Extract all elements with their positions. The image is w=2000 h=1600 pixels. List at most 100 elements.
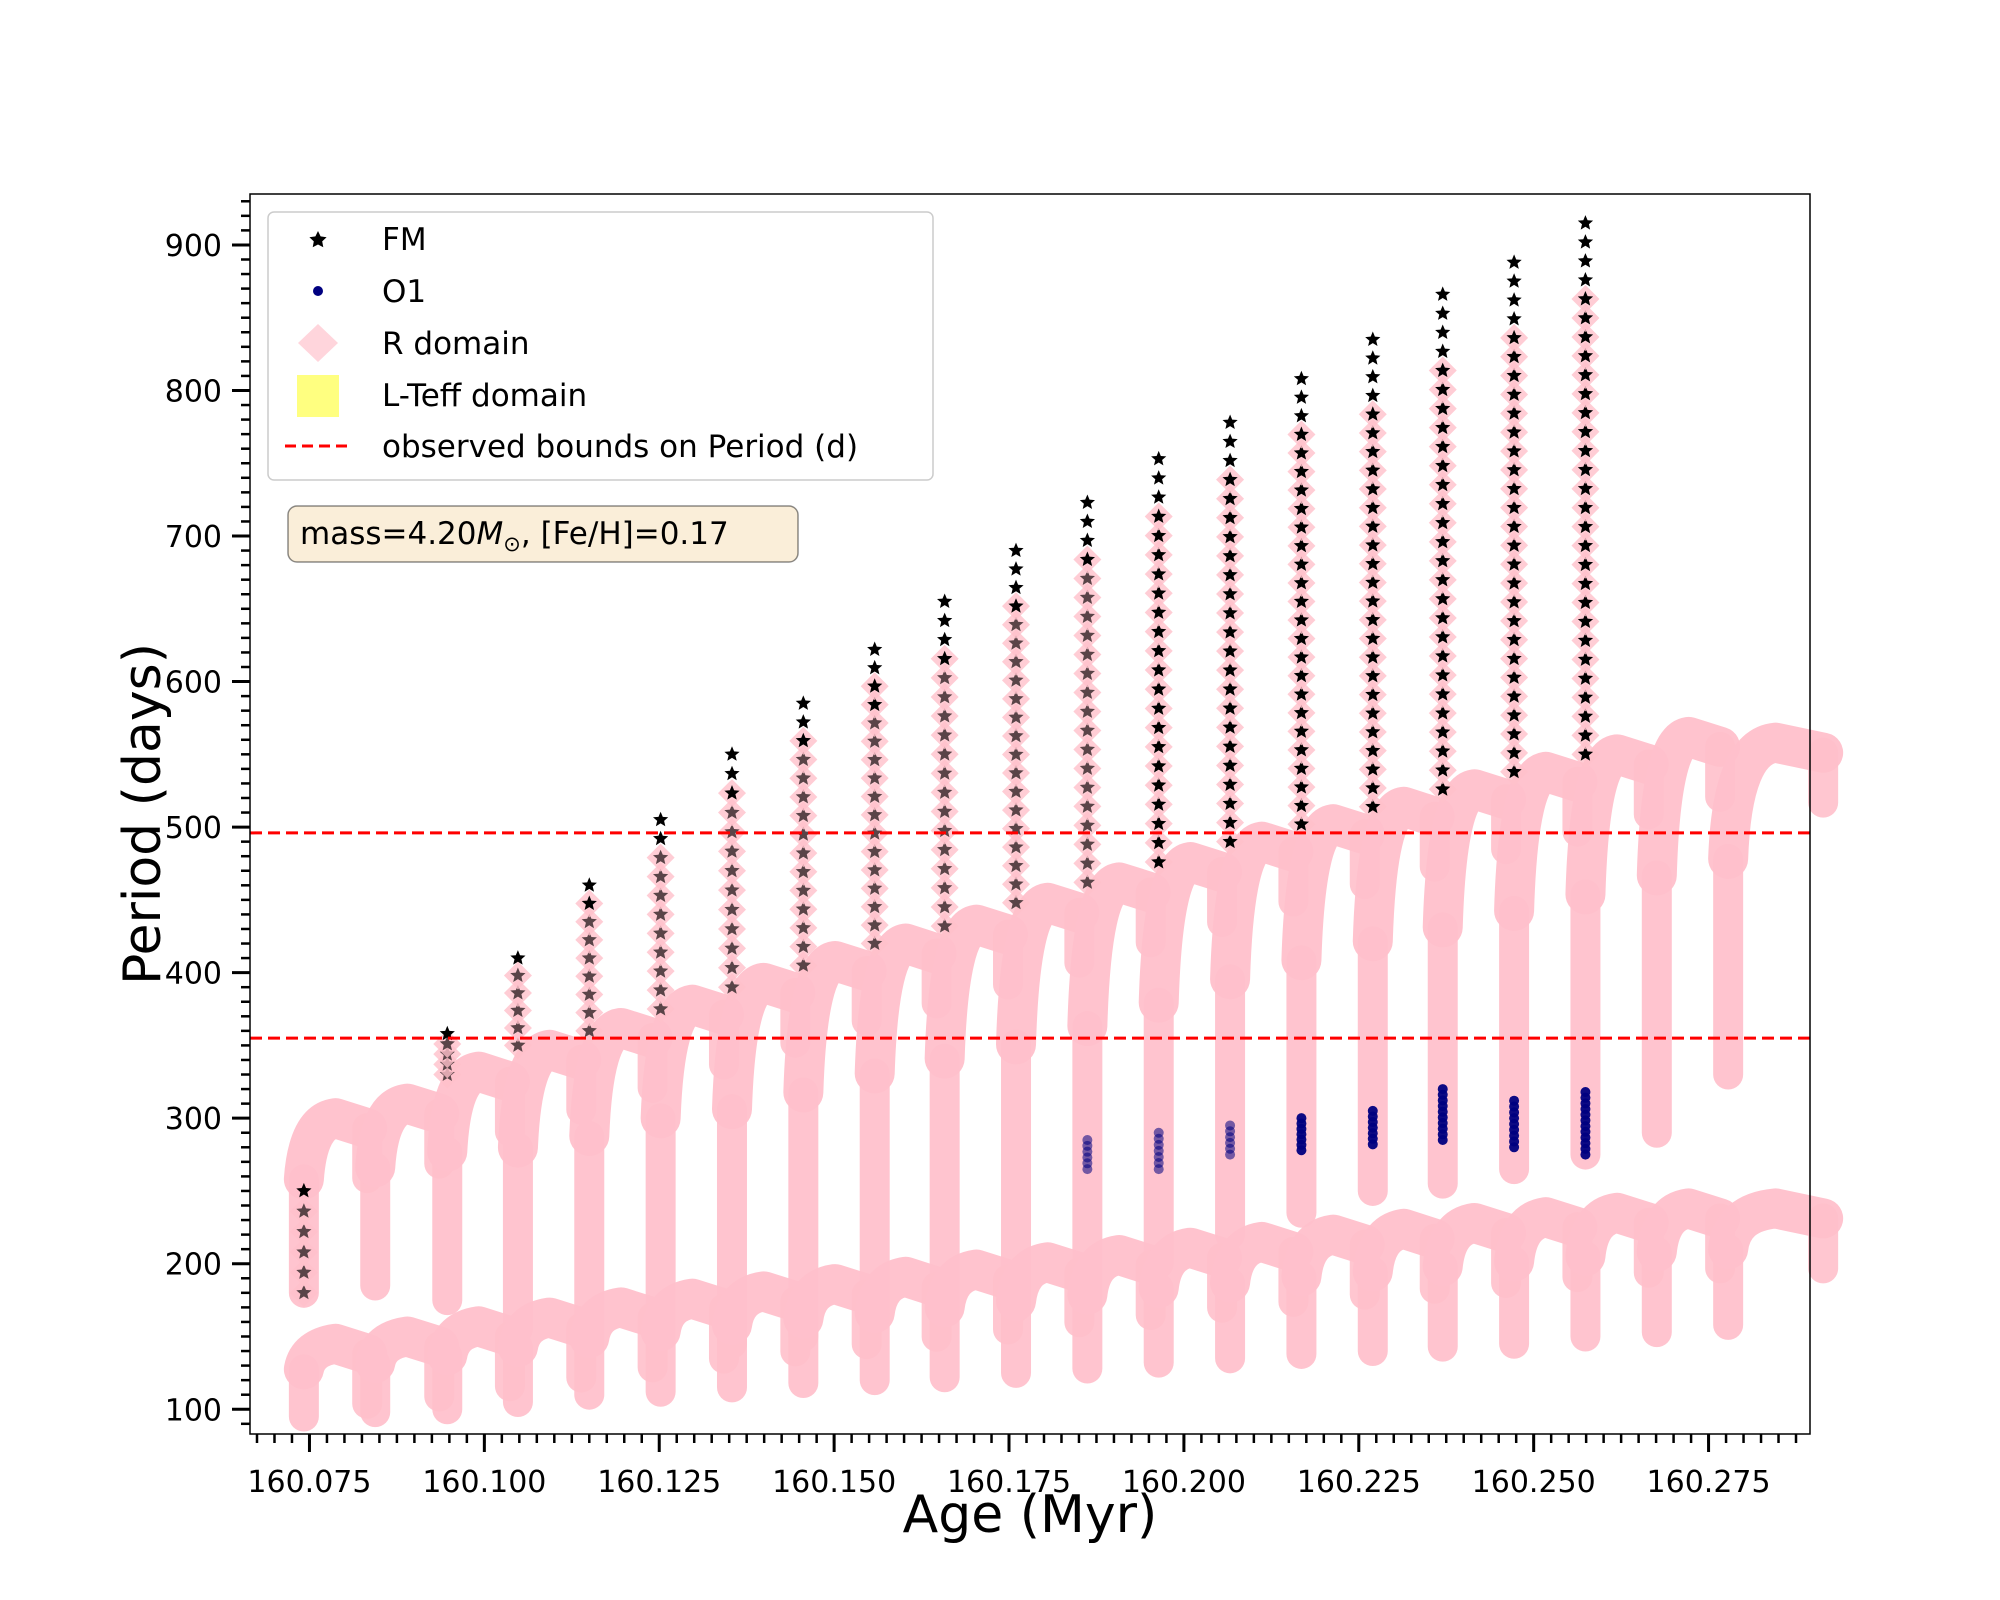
fm-star — [1435, 400, 1451, 416]
fm-star — [1365, 368, 1381, 384]
fm-star — [1506, 348, 1522, 364]
fm-star — [1577, 253, 1594, 268]
fm-star — [1435, 438, 1451, 454]
r-domain-loop — [569, 1007, 673, 1156]
fm-star — [795, 695, 811, 710]
fm-star — [1365, 331, 1381, 346]
fm-star — [1293, 742, 1309, 757]
fm-star — [1151, 662, 1167, 677]
fm-star — [1577, 291, 1594, 306]
fm-star — [1151, 623, 1167, 639]
y-tick-label: 800 — [165, 374, 222, 409]
fm-star — [1577, 215, 1594, 230]
fm-star — [1222, 681, 1238, 696]
fm-star — [1506, 499, 1522, 515]
fm-star — [653, 849, 669, 865]
fm-star — [1151, 738, 1167, 754]
fm-star — [1506, 575, 1522, 590]
fm-star — [1435, 343, 1451, 358]
fm-star — [937, 708, 953, 723]
dot-icon — [313, 286, 323, 296]
r-domain-loop — [1422, 769, 1527, 948]
fm-star — [653, 811, 669, 827]
fm-star — [581, 913, 597, 929]
fm-star — [724, 785, 740, 800]
x-axis: 160.075 160.100 160.125 160.150 160.175 160.2… — [247, 1434, 1798, 1500]
fm-star — [1222, 452, 1238, 468]
fm-star — [1365, 443, 1381, 459]
x-tick-label: 160.150 — [772, 1465, 896, 1500]
fm-star — [1435, 667, 1451, 682]
o1-dot — [1367, 1105, 1378, 1116]
fm-star — [1435, 610, 1451, 625]
fm-star — [1293, 556, 1309, 571]
fm-star — [510, 1002, 526, 1017]
x-tick-label: 160.100 — [422, 1465, 546, 1500]
r-domain-loop — [1494, 751, 1598, 931]
star-icon — [309, 231, 327, 248]
o1-dot — [1509, 1095, 1520, 1106]
fm-star — [581, 931, 597, 947]
fm-star — [867, 659, 883, 675]
fm-star — [1079, 513, 1095, 528]
fm-star — [1577, 651, 1594, 666]
fm-column-9 — [1002, 542, 1031, 917]
fm-star — [1008, 876, 1024, 891]
fm-star — [510, 950, 526, 965]
fm-star — [1008, 653, 1024, 669]
fm-star — [581, 895, 597, 910]
square-icon — [297, 375, 339, 417]
fm-star — [1365, 499, 1381, 515]
fm-star — [724, 901, 740, 916]
fm-star — [937, 841, 953, 857]
fm-column-10 — [1073, 494, 1102, 897]
r-domain-loop — [1422, 1202, 1527, 1287]
fm-star — [1506, 688, 1522, 703]
fm-star — [1365, 574, 1381, 589]
y-tick-label: 600 — [165, 666, 222, 701]
o1-column-1 — [1153, 1127, 1164, 1175]
fm-star — [1506, 631, 1522, 647]
fm-star — [1079, 684, 1095, 699]
fm-column-1 — [433, 1025, 462, 1089]
fm-star — [1577, 575, 1594, 591]
fm-column-15 — [1428, 286, 1457, 804]
fm-star — [1435, 762, 1451, 777]
r-domain-loop — [569, 1287, 673, 1358]
fm-star — [1293, 575, 1309, 590]
fm-star — [1293, 407, 1309, 423]
fm-star — [795, 732, 811, 748]
fm-star — [795, 882, 811, 897]
fm-star — [1151, 796, 1167, 811]
r-domain-loop — [1494, 1197, 1598, 1282]
r-domain-loop — [355, 1316, 460, 1383]
fm-star — [724, 959, 740, 975]
fm-star — [1435, 705, 1451, 720]
fm-star — [795, 714, 811, 729]
fm-star — [1151, 758, 1167, 773]
fm-star — [1506, 311, 1522, 326]
r-domain-loop — [1636, 716, 1741, 896]
fm-star — [1365, 518, 1381, 533]
fm-star — [1151, 834, 1167, 850]
annotation-box: mass=4.20M⊙, [Fe/H]=0.17 — [287, 505, 799, 563]
fm-star — [1151, 604, 1167, 619]
r-domain-loop — [427, 1306, 530, 1376]
fm-star — [1151, 489, 1167, 504]
fm-star — [1435, 381, 1451, 397]
fm-star — [1079, 779, 1095, 794]
o1-dot — [1437, 1084, 1448, 1095]
fm-star — [1008, 802, 1024, 817]
fm-star — [1577, 480, 1594, 496]
fm-column-8 — [930, 593, 959, 941]
fm-star — [1506, 537, 1522, 552]
fm-star — [1293, 779, 1309, 794]
fm-star — [867, 898, 883, 914]
r-domain-loop — [497, 1297, 602, 1368]
o1-dot — [1153, 1127, 1164, 1138]
fm-star — [1293, 519, 1309, 534]
x-tick-label: 160.200 — [1122, 1465, 1246, 1500]
fm-star — [724, 882, 740, 897]
legend-label-fm: FM — [382, 222, 427, 258]
